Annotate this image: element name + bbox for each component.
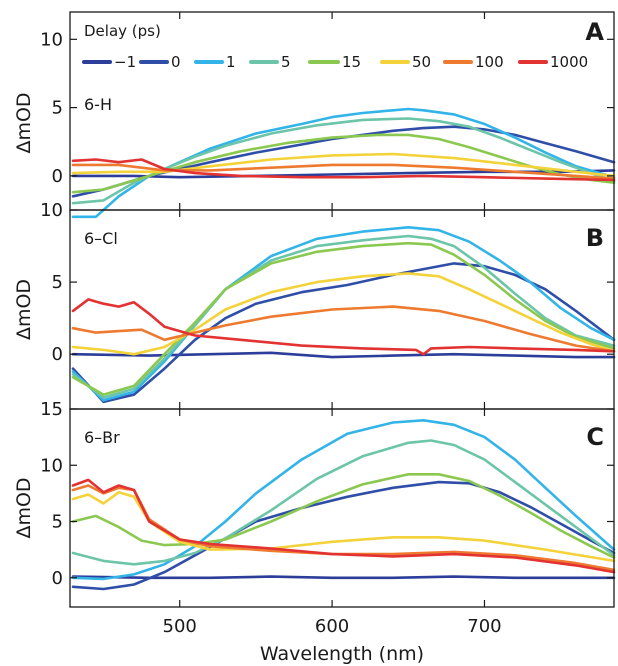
compound-label: 6–Br	[84, 428, 120, 447]
series-line-15ps	[71, 473, 616, 559]
series-line-100ps	[71, 163, 616, 180]
series-line-15ps	[71, 241, 616, 396]
legend-entry-label: 15	[342, 53, 361, 71]
panel-letter: C	[586, 423, 604, 451]
y-tick-label: 10	[40, 29, 63, 50]
legend-entry-label: −1	[114, 53, 136, 71]
legend-title: Delay (ps)	[84, 22, 161, 40]
series-line-minus1ps	[71, 575, 616, 580]
legend-entry-label: 5	[281, 53, 291, 71]
series-line-1ps	[71, 107, 616, 219]
y-tick-label: 5	[52, 512, 63, 533]
panel-letter: A	[585, 18, 604, 46]
x-tick-label: 700	[467, 616, 501, 637]
series-line-50ps	[71, 152, 616, 178]
series-line-1ps	[71, 419, 616, 581]
series-line-100ps	[71, 484, 616, 572]
series-line-5ps	[71, 439, 616, 566]
series-line-1000ps	[71, 478, 616, 574]
series-line-1000ps	[71, 158, 616, 182]
panel-letter: B	[586, 224, 604, 252]
legend-entry-label: 0	[171, 53, 181, 71]
y-axis-label: ΔmOD	[13, 477, 35, 538]
plot-frame	[69, 11, 615, 211]
y-tick-label: 10	[40, 200, 63, 221]
panel-c: 0 5 10 15 ΔmOD C 6–Br 500 600 700 Wavelength (nm)	[13, 399, 616, 665]
series-line-minus1ps	[71, 351, 616, 359]
y-tick-label: 15	[40, 399, 63, 420]
series-line-0ps	[71, 480, 616, 591]
series-line-100ps	[71, 305, 616, 353]
y-tick-label: 0	[52, 568, 63, 589]
y-axis-label: ΔmOD	[13, 92, 35, 153]
series-line-5ps	[71, 234, 616, 399]
legend-entry-label: 1	[226, 53, 236, 71]
y-tick-label: 0	[52, 166, 63, 187]
y-tick-label: 5	[52, 98, 63, 119]
legend-entry-label: 100	[475, 53, 504, 71]
legend: Delay (ps)−1 0 1 5 15 50 100 1000	[82, 22, 588, 71]
series-line-1000ps	[71, 298, 616, 356]
series-line-5ps	[71, 117, 616, 205]
panel-b: 0 5 10 ΔmOD B 6–Cl	[13, 200, 616, 410]
series-line-1ps	[71, 226, 616, 402]
x-tick-label: 600	[315, 616, 349, 637]
series-line-50ps	[71, 272, 616, 356]
legend-entry-label: 1000	[550, 53, 588, 71]
x-axis-label: Wavelength (nm)	[260, 643, 424, 665]
y-axis-label: ΔmOD	[13, 279, 35, 340]
x-tick-label: 500	[163, 616, 197, 637]
compound-label: 6-H	[84, 95, 112, 114]
y-tick-label: 10	[40, 455, 63, 476]
plot-frame	[69, 408, 615, 608]
compound-label: 6–Cl	[84, 229, 118, 248]
y-tick-label: 0	[52, 344, 63, 365]
series-line-50ps	[71, 491, 616, 563]
legend-entry-label: 50	[412, 53, 431, 71]
y-tick-label: 5	[52, 272, 63, 293]
